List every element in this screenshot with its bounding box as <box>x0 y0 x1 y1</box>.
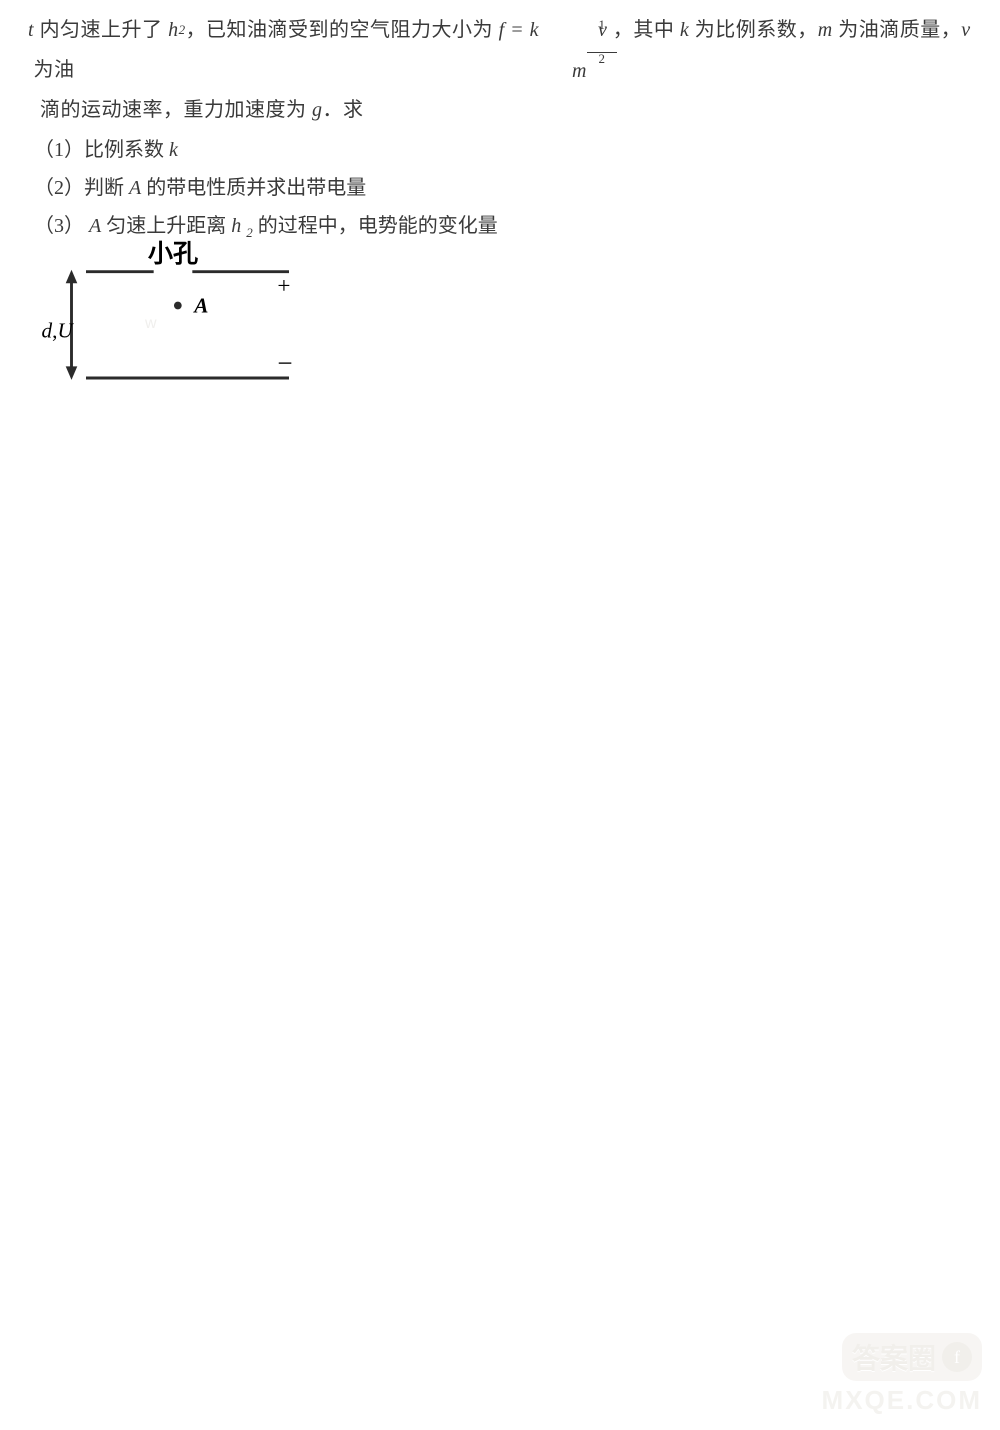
watermark-url: MXQE.COM <box>822 1385 982 1416</box>
point-a-dot <box>174 302 182 310</box>
du-label: d,U <box>42 318 75 342</box>
txt: ，其中 <box>607 10 680 50</box>
capacitor-diagram: 小孔 A + − d,U <box>28 230 318 410</box>
txt: ，已知油滴受到的空气阻力大小为 <box>186 10 494 50</box>
watermark-block: 答案圈 f MXQE.COM <box>822 1333 982 1416</box>
txt: 滴的运动速率，重力加速度为 <box>40 90 312 130</box>
exp-half: 1 2 <box>587 0 617 86</box>
faint-watermark: w <box>145 315 158 333</box>
minus-sign: − <box>277 348 292 378</box>
txt: （1）比例系数 <box>34 139 169 161</box>
watermark-chars: 答案圈 <box>852 1337 936 1377</box>
var-m2: m <box>818 10 833 50</box>
diagram-svg: 小孔 A + − d,U <box>28 230 318 410</box>
exp-den: 2 <box>587 52 617 64</box>
point-a-label: A <box>192 293 208 317</box>
watermark-circle-icon: f <box>942 1342 972 1372</box>
txt: 为油滴质量， <box>833 10 962 50</box>
diagram-title: 小孔 <box>148 240 198 268</box>
exp-num: 1 <box>587 19 617 30</box>
eq: = <box>505 10 530 50</box>
watermark-badge: 答案圈 f <box>842 1333 982 1381</box>
txt: 的带电性质并求出带电量 <box>146 177 366 199</box>
m-power-half: m 1 2 <box>539 11 587 49</box>
txt: 为比例系数， <box>689 10 818 50</box>
var-A: A <box>129 177 141 199</box>
question-1: （1）比例系数 k <box>34 132 972 168</box>
var-g: g <box>312 90 323 130</box>
txt: 内匀速上升了 <box>34 10 168 50</box>
txt: 为油 <box>28 50 75 90</box>
question-2: （2）判断 A 的带电性质并求出带电量 <box>34 170 972 206</box>
problem-line-2: 滴的运动速率，重力加速度为 g ．求 <box>40 90 972 130</box>
var-v2: v <box>961 10 970 50</box>
var-k2: k <box>680 10 689 50</box>
problem-line-1: t 内匀速上升了 h 2 ，已知油滴受到的空气阻力大小为 f = k m 1 2… <box>28 10 972 90</box>
var-m: m <box>572 60 587 82</box>
txt: （2）判断 <box>34 177 129 199</box>
plus-sign: + <box>277 273 290 299</box>
var-k: k <box>530 10 539 50</box>
arrow-up-head <box>66 270 78 284</box>
var-k3: k <box>169 139 178 161</box>
arrow-down-head <box>66 366 78 380</box>
txt: ．求 <box>323 90 364 130</box>
var-h: h <box>168 10 179 50</box>
sub-2: 2 <box>179 10 186 50</box>
